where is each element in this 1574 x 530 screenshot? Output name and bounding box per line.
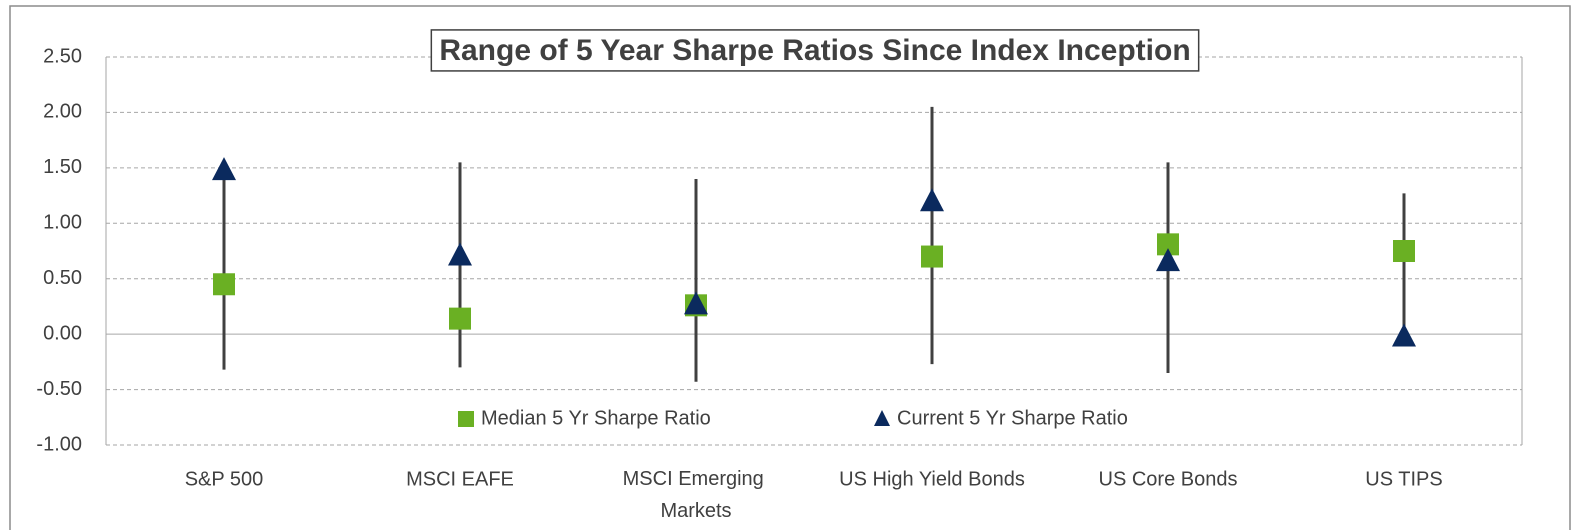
y-tick-label: 0.00	[43, 322, 82, 344]
current-marker	[212, 157, 236, 181]
median-marker	[213, 273, 235, 296]
current-marker	[448, 242, 472, 266]
x-tick-label: US Core Bonds	[1099, 468, 1238, 490]
y-tick-label: -0.50	[36, 378, 82, 400]
chart-border	[9, 5, 1571, 530]
x-tick-label: MSCI Emerging Markets	[623, 468, 770, 522]
median-marker	[1157, 233, 1179, 256]
current-marker	[1156, 248, 1180, 272]
y-tick-label: 2.50	[43, 45, 82, 67]
y-tick-label: 0.50	[43, 267, 82, 289]
legend-swatch	[458, 411, 474, 427]
y-tick-label: -1.00	[36, 433, 82, 455]
legend-swatch	[874, 410, 890, 426]
x-tick-label: S&P 500	[185, 468, 264, 490]
x-tick-label: US TIPS	[1365, 468, 1442, 490]
current-marker	[684, 291, 708, 315]
median-marker	[921, 245, 943, 268]
title-box	[430, 29, 1200, 72]
legend-label: Median 5 Yr Sharpe Ratio	[481, 407, 711, 429]
y-tick-label: 1.00	[43, 212, 82, 234]
y-tick-label: 2.00	[43, 101, 82, 123]
median-marker	[449, 307, 471, 330]
current-marker	[920, 188, 944, 212]
median-marker	[1393, 240, 1415, 262]
y-tick-label: 1.50	[43, 156, 82, 178]
x-tick-label: MSCI EAFE	[406, 468, 514, 490]
current-marker	[1392, 323, 1416, 347]
x-tick-label: US High Yield Bonds	[839, 468, 1025, 490]
chart-title: Range of 5 Year Sharpe Ratios Since Inde…	[439, 34, 1190, 67]
legend-label: Current 5 Yr Sharpe Ratio	[897, 407, 1128, 429]
